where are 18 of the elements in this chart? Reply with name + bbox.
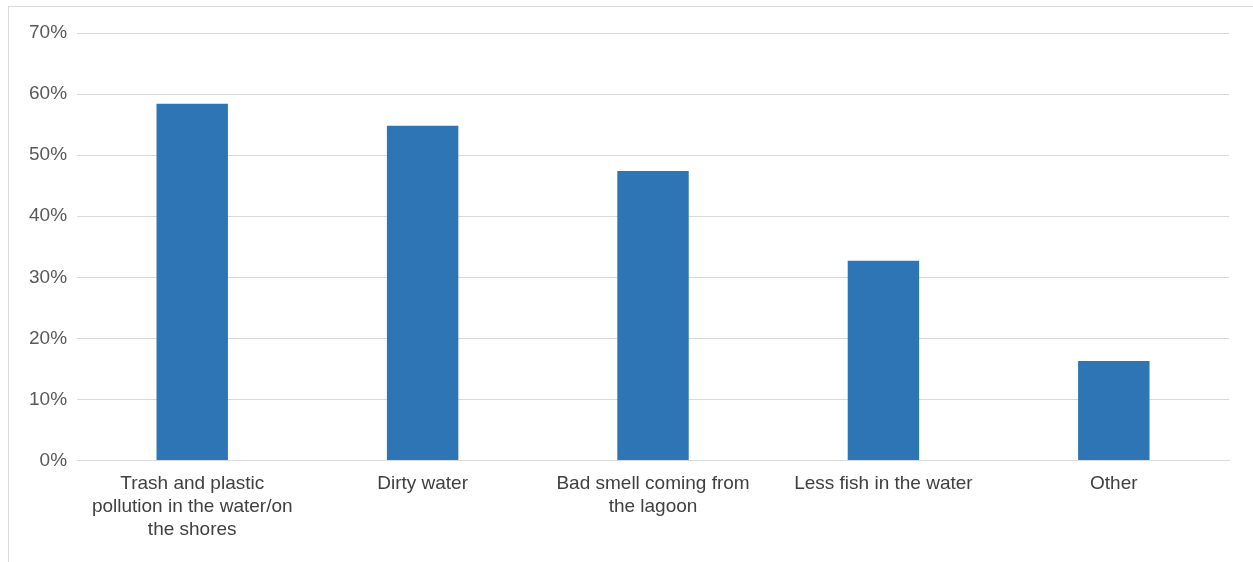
- bar: [1078, 361, 1150, 461]
- y-tick-label: 40%: [29, 204, 68, 226]
- y-tick-label: 50%: [29, 143, 68, 165]
- x-tick-label: Trash and plastic pollution in the water/on the shores: [91, 472, 293, 539]
- bar: [617, 171, 689, 461]
- y-tick-label: 30%: [29, 265, 68, 287]
- bar: [386, 125, 459, 461]
- y-tick-label: 70%: [29, 21, 68, 43]
- y-tick-label: 0%: [39, 448, 68, 470]
- bar: [847, 260, 920, 461]
- x-tick-label: Other: [1090, 472, 1139, 494]
- x-tick-label: Less fish in the water: [794, 472, 974, 494]
- y-tick-label: 60%: [29, 82, 68, 104]
- x-tick-label: Dirty water: [377, 472, 469, 494]
- y-tick-label: 10%: [29, 387, 68, 409]
- y-tick-label: 20%: [29, 326, 68, 348]
- bar: [156, 103, 228, 461]
- x-tick-label: Bad smell coming from the lagoon: [556, 472, 750, 517]
